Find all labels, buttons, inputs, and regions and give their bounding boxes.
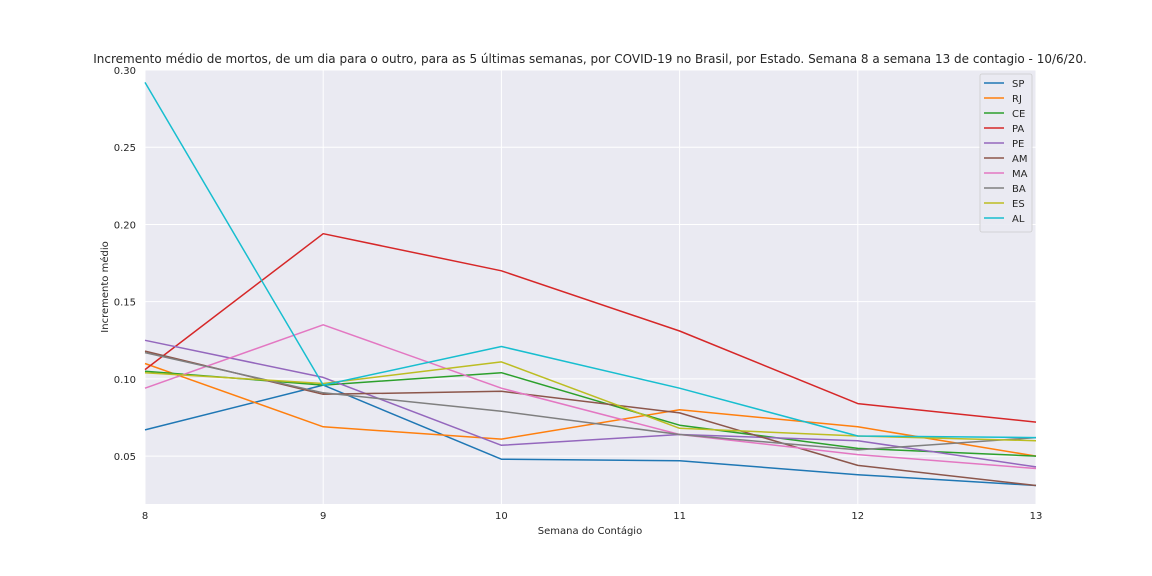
y-tick-label: 0.15 [114, 298, 136, 309]
series-line-am [144, 350, 1037, 487]
y-axis-label: Incremento médio [99, 241, 111, 332]
y-tick-label: 0.25 [114, 143, 136, 154]
legend-label: AM [1012, 154, 1027, 165]
legend-label: AL [1012, 214, 1025, 225]
series-line-pa [144, 232, 1037, 423]
series-line-al [144, 82, 1037, 439]
y-tick-labels: 0.05 0.10 0.15 0.20 0.25 0.30 [114, 66, 136, 463]
y-tick-label: 0.10 [114, 375, 136, 386]
legend-label: PA [1012, 124, 1024, 135]
x-axis-label: Semana do Contágio [538, 525, 642, 537]
series-line-ba [144, 351, 1037, 451]
legend-label: PE [1012, 139, 1024, 150]
plot-area [145, 70, 1036, 504]
legend-label: ES [1012, 199, 1025, 210]
x-tick-label: 12 [851, 511, 864, 522]
x-tick-label: 8 [142, 511, 148, 522]
legend-label: BA [1012, 184, 1026, 195]
legend-label: CE [1012, 109, 1025, 120]
chart-title: Incremento médio de mortos, de um dia pa… [93, 52, 1087, 66]
x-tick-label: 9 [320, 511, 326, 522]
series-line-pe [144, 339, 1037, 468]
legend-label: RJ [1012, 94, 1022, 105]
x-tick-labels: 8 9 10 11 12 13 [142, 511, 1043, 522]
legend-label: SP [1012, 79, 1024, 90]
series-line-rj [144, 362, 1037, 457]
legend-label: MA [1012, 169, 1028, 180]
y-tick-label: 0.05 [114, 452, 136, 463]
series-line-ce [144, 370, 1037, 457]
x-tick-label: 13 [1030, 511, 1043, 522]
legend: SP RJ CE PA PE AM MA BA ES AL [979, 73, 1033, 233]
y-tick-label: 0.20 [114, 220, 136, 231]
series-line-sp [144, 384, 1037, 487]
series-lines [144, 82, 1037, 487]
x-tick-label: 10 [495, 511, 508, 522]
y-tick-label: 0.30 [114, 66, 136, 77]
x-tick-label: 11 [673, 511, 686, 522]
